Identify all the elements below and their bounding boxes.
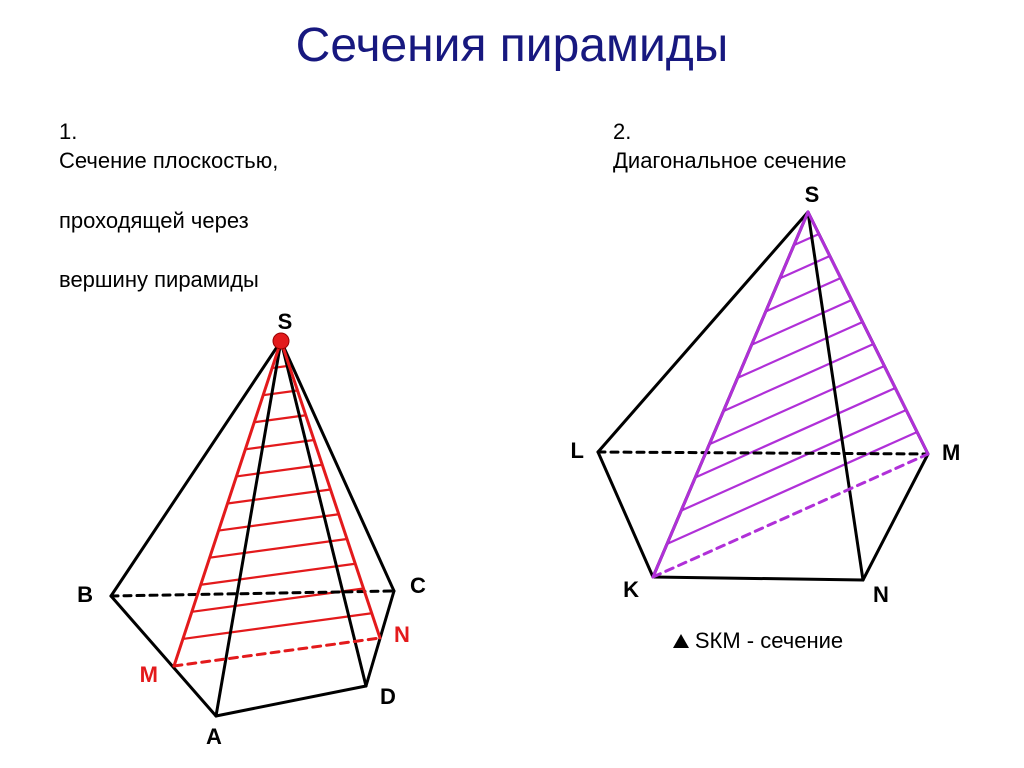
svg-text:S: S xyxy=(278,309,293,334)
svg-text:C: C xyxy=(410,573,426,598)
right-subtitle: 2. Диагональное сечение xyxy=(613,87,847,176)
svg-text:D: D xyxy=(380,684,396,709)
left-subtitle-line-1: проходящей через xyxy=(59,208,249,233)
svg-text:N: N xyxy=(873,582,889,607)
right-caption: SКM - сечение xyxy=(695,628,843,653)
right-column: 2. Диагональное сечение S L M N K SКM - сече… xyxy=(523,81,993,654)
svg-text:A: A xyxy=(206,724,222,749)
right-subtitle-number: 2. xyxy=(613,119,631,144)
svg-text:M: M xyxy=(942,440,960,465)
left-subtitle: 1. Сечение плоскостью, проходящей через … xyxy=(59,87,278,295)
left-subtitle-line-2: вершину пирамиды xyxy=(59,267,259,292)
svg-text:S: S xyxy=(805,182,820,207)
svg-text:B: B xyxy=(77,582,93,607)
svg-text:L: L xyxy=(571,438,584,463)
left-subtitle-number: 1. xyxy=(59,119,77,144)
right-diagram: S L M N K xyxy=(533,182,983,622)
left-diagram: S B C D A M N xyxy=(56,301,476,761)
right-subtitle-line-0: Диагональное сечение xyxy=(613,148,847,173)
page-title: Сечения пирамиды xyxy=(0,18,1024,73)
svg-text:M: M xyxy=(140,662,158,687)
svg-text:K: K xyxy=(623,577,639,602)
triangle-icon xyxy=(673,634,689,648)
left-column: 1. Сечение плоскостью, проходящей через … xyxy=(31,81,501,768)
left-subtitle-line-0: Сечение плоскостью, xyxy=(59,148,278,173)
columns: 1. Сечение плоскостью, проходящей через … xyxy=(0,81,1024,768)
svg-text:N: N xyxy=(394,622,410,647)
right-caption-row: SКM - сечение xyxy=(523,628,993,654)
